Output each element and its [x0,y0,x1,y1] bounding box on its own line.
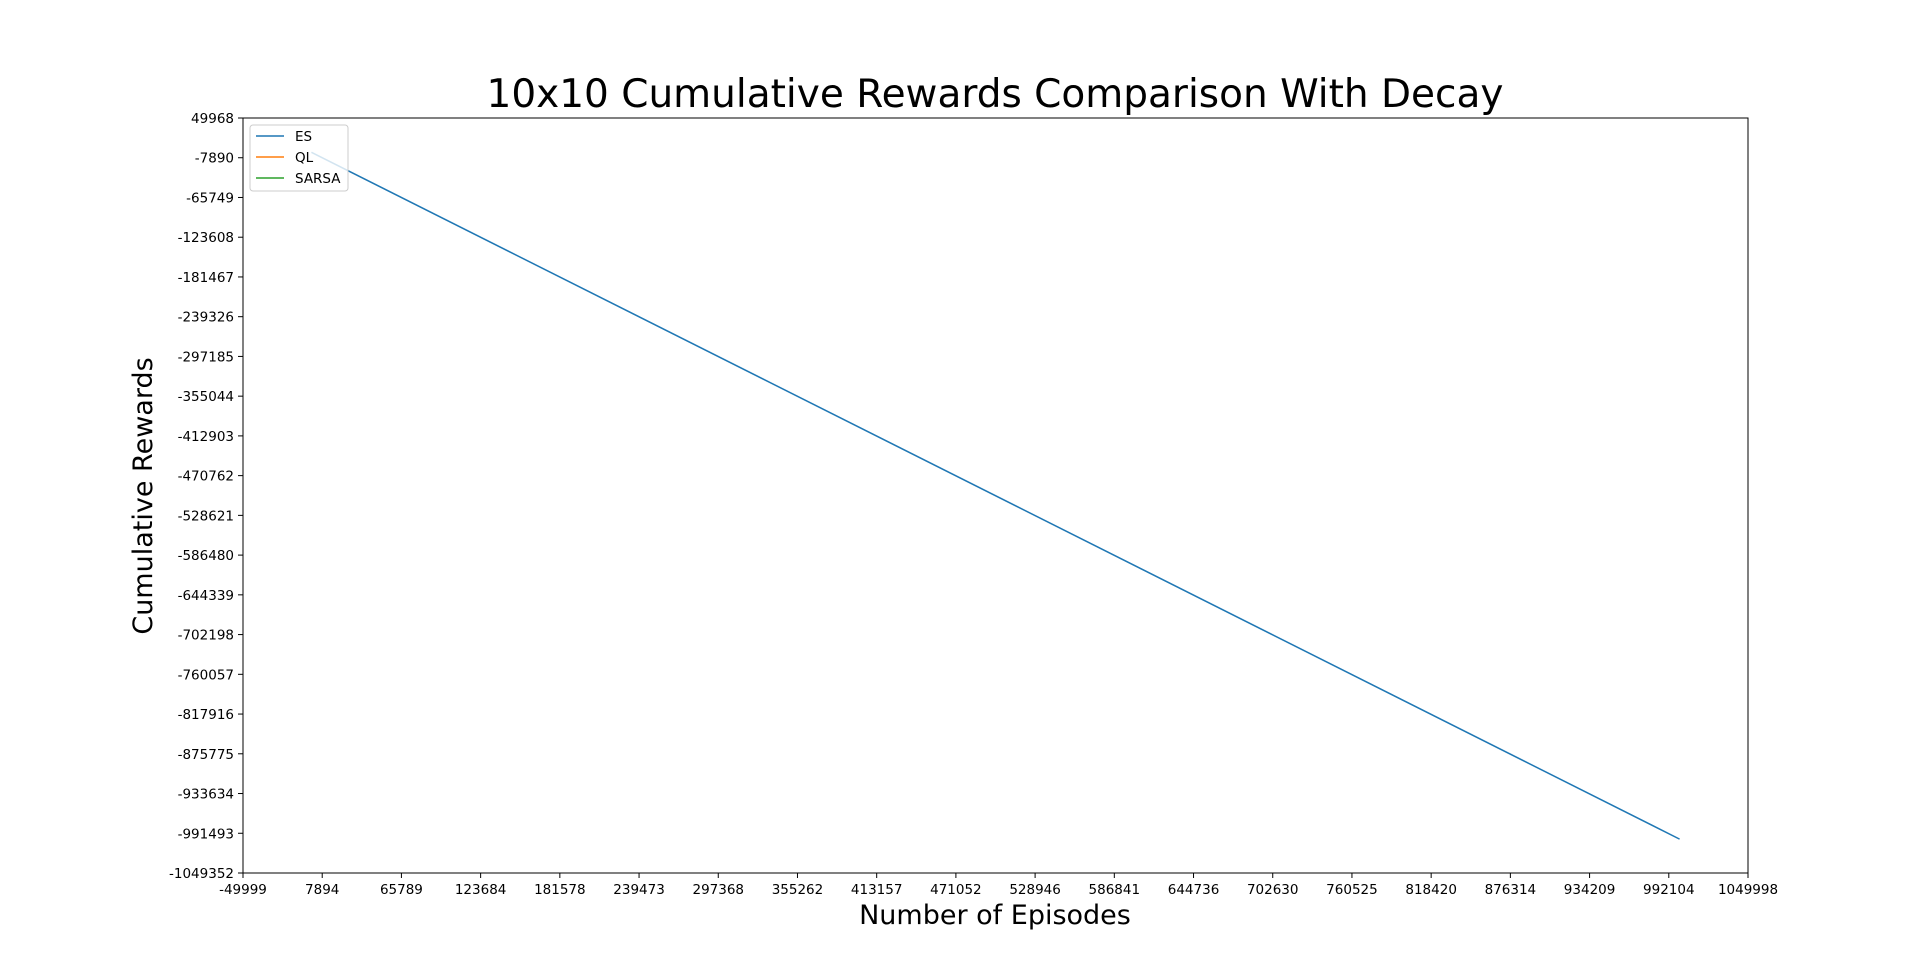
y-tick-label: -933634 [178,787,234,803]
x-tick-label: 7894 [305,882,339,898]
x-tick-label: 1049998 [1718,882,1778,898]
x-tick-label: 586841 [1089,882,1141,898]
plot-area-lines [311,151,1680,840]
y-tick-label: -760057 [178,667,234,683]
x-tick-label: -49999 [219,882,267,898]
y-tick-label: -586480 [178,548,234,564]
y-tick-label: -702198 [178,628,234,644]
x-tick-label: 471052 [930,882,982,898]
x-tick-label: 528946 [1009,882,1061,898]
y-tick-label: -644339 [178,588,234,604]
x-tick-label: 181578 [534,882,586,898]
x-tick-label: 355262 [772,882,824,898]
y-tick-label: -239326 [178,310,234,326]
x-tick-label: 644736 [1168,882,1220,898]
x-tick-label: 934209 [1564,882,1616,898]
y-tick-label: -817916 [178,707,234,723]
x-tick-label: 702630 [1247,882,1299,898]
y-tick-label: -297185 [178,349,234,365]
y-tick-label: -991493 [178,826,234,842]
y-tick-label: -1049352 [169,866,234,882]
chart-title: 10x10 Cumulative Rewards Comparison With… [487,72,1504,117]
y-tick-label: -7890 [195,151,234,167]
series-line-es [311,151,1680,840]
x-tick-label: 239473 [613,882,665,898]
plot-frame [242,117,1749,874]
x-tick-label: 760525 [1326,882,1378,898]
y-tick-label: -181467 [178,270,234,286]
y-tick-label: -470762 [178,469,234,485]
x-tick-label: 876314 [1485,882,1537,898]
y-axis-label: Cumulative Rewards [128,357,159,634]
y-tick-label: -123608 [178,230,234,246]
legend-box [249,124,349,192]
x-tick-label: 992104 [1643,882,1695,898]
legend-label-es: ES [295,129,312,145]
x-axis-label: Number of Episodes [859,900,1131,931]
legend-label-ql: QL [295,150,314,166]
x-axis-ticks: -49999 7894 65789 123684 181578 239473 297368 3… [219,873,1778,898]
y-tick-label: -528621 [178,508,234,524]
legend-label-sarsa: SARSA [295,171,341,187]
x-tick-label: 123684 [455,882,507,898]
y-tick-label: -412903 [178,429,234,445]
x-tick-label: 818420 [1405,882,1457,898]
legend: ES QL SARSA [249,124,349,192]
x-tick-label: 297368 [692,882,744,898]
x-tick-label: 65789 [380,882,423,898]
y-tick-label: -875775 [178,747,234,763]
y-tick-label: 49968 [191,111,234,127]
x-tick-label: 413157 [851,882,903,898]
y-axis-ticks: 49968 -7890 -65749 -123608 -181467 -239326 -29… [169,111,243,882]
y-tick-label: -65749 [186,190,234,206]
y-tick-label: -355044 [178,389,234,405]
